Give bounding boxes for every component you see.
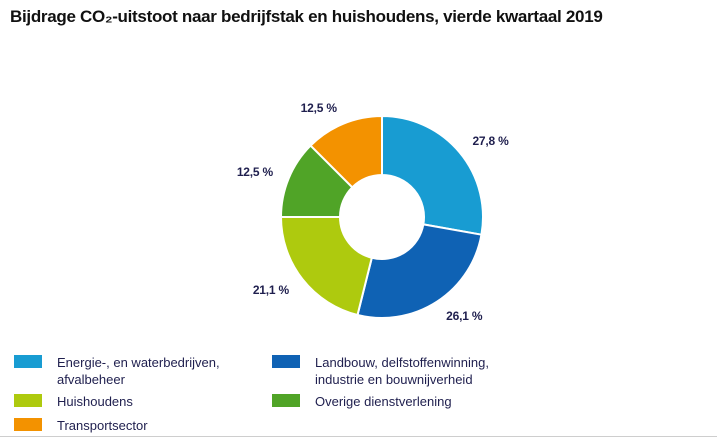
legend-label: Energie-, en waterbedrijven, afvalbeheer: [57, 355, 220, 387]
chart-title: Bijdrage CO₂-uitstoot naar bedrijfstak e…: [10, 7, 603, 26]
legend-swatch-orange: [14, 418, 42, 431]
legend-swatch-lightblue: [14, 355, 42, 368]
legend-swatch-lightgreen: [14, 394, 42, 407]
donut-slice: [356, 223, 483, 319]
legend-item-energie: Energie-, en waterbedrijven, afvalbeheer: [14, 354, 220, 388]
slice-value-label: 21,1 %: [252, 282, 289, 297]
legend-label: Overige dienstverlening: [315, 394, 452, 409]
slice-value-label: 26,1 %: [446, 309, 483, 324]
slice-value-label: 12,5 %: [236, 164, 273, 179]
slice-value-label: 12,5 %: [300, 100, 337, 115]
legend-item-huishoudens: Huishoudens: [14, 393, 133, 410]
slice-value-label: 27,8 %: [472, 134, 509, 149]
legend-label: Huishoudens: [57, 394, 133, 409]
donut-slice: [280, 144, 354, 218]
legend-item-overige: Overige dienstverlening: [272, 393, 452, 410]
legend-item-landbouw: Landbouw, delfstoffenwinning, industrie …: [272, 354, 489, 388]
donut-slice: [381, 115, 484, 236]
legend-label: Landbouw, delfstoffenwinning, industrie …: [315, 355, 489, 387]
donut-slice: [309, 115, 383, 189]
legend-item-transportsector: Transportsector: [14, 417, 148, 434]
donut-svg: [280, 115, 484, 319]
donut-slice: [280, 216, 373, 316]
legend-swatch-darkblue: [272, 355, 300, 368]
legend-label: Transportsector: [57, 418, 148, 433]
bottom-divider: [0, 436, 717, 437]
legend-swatch-green: [272, 394, 300, 407]
